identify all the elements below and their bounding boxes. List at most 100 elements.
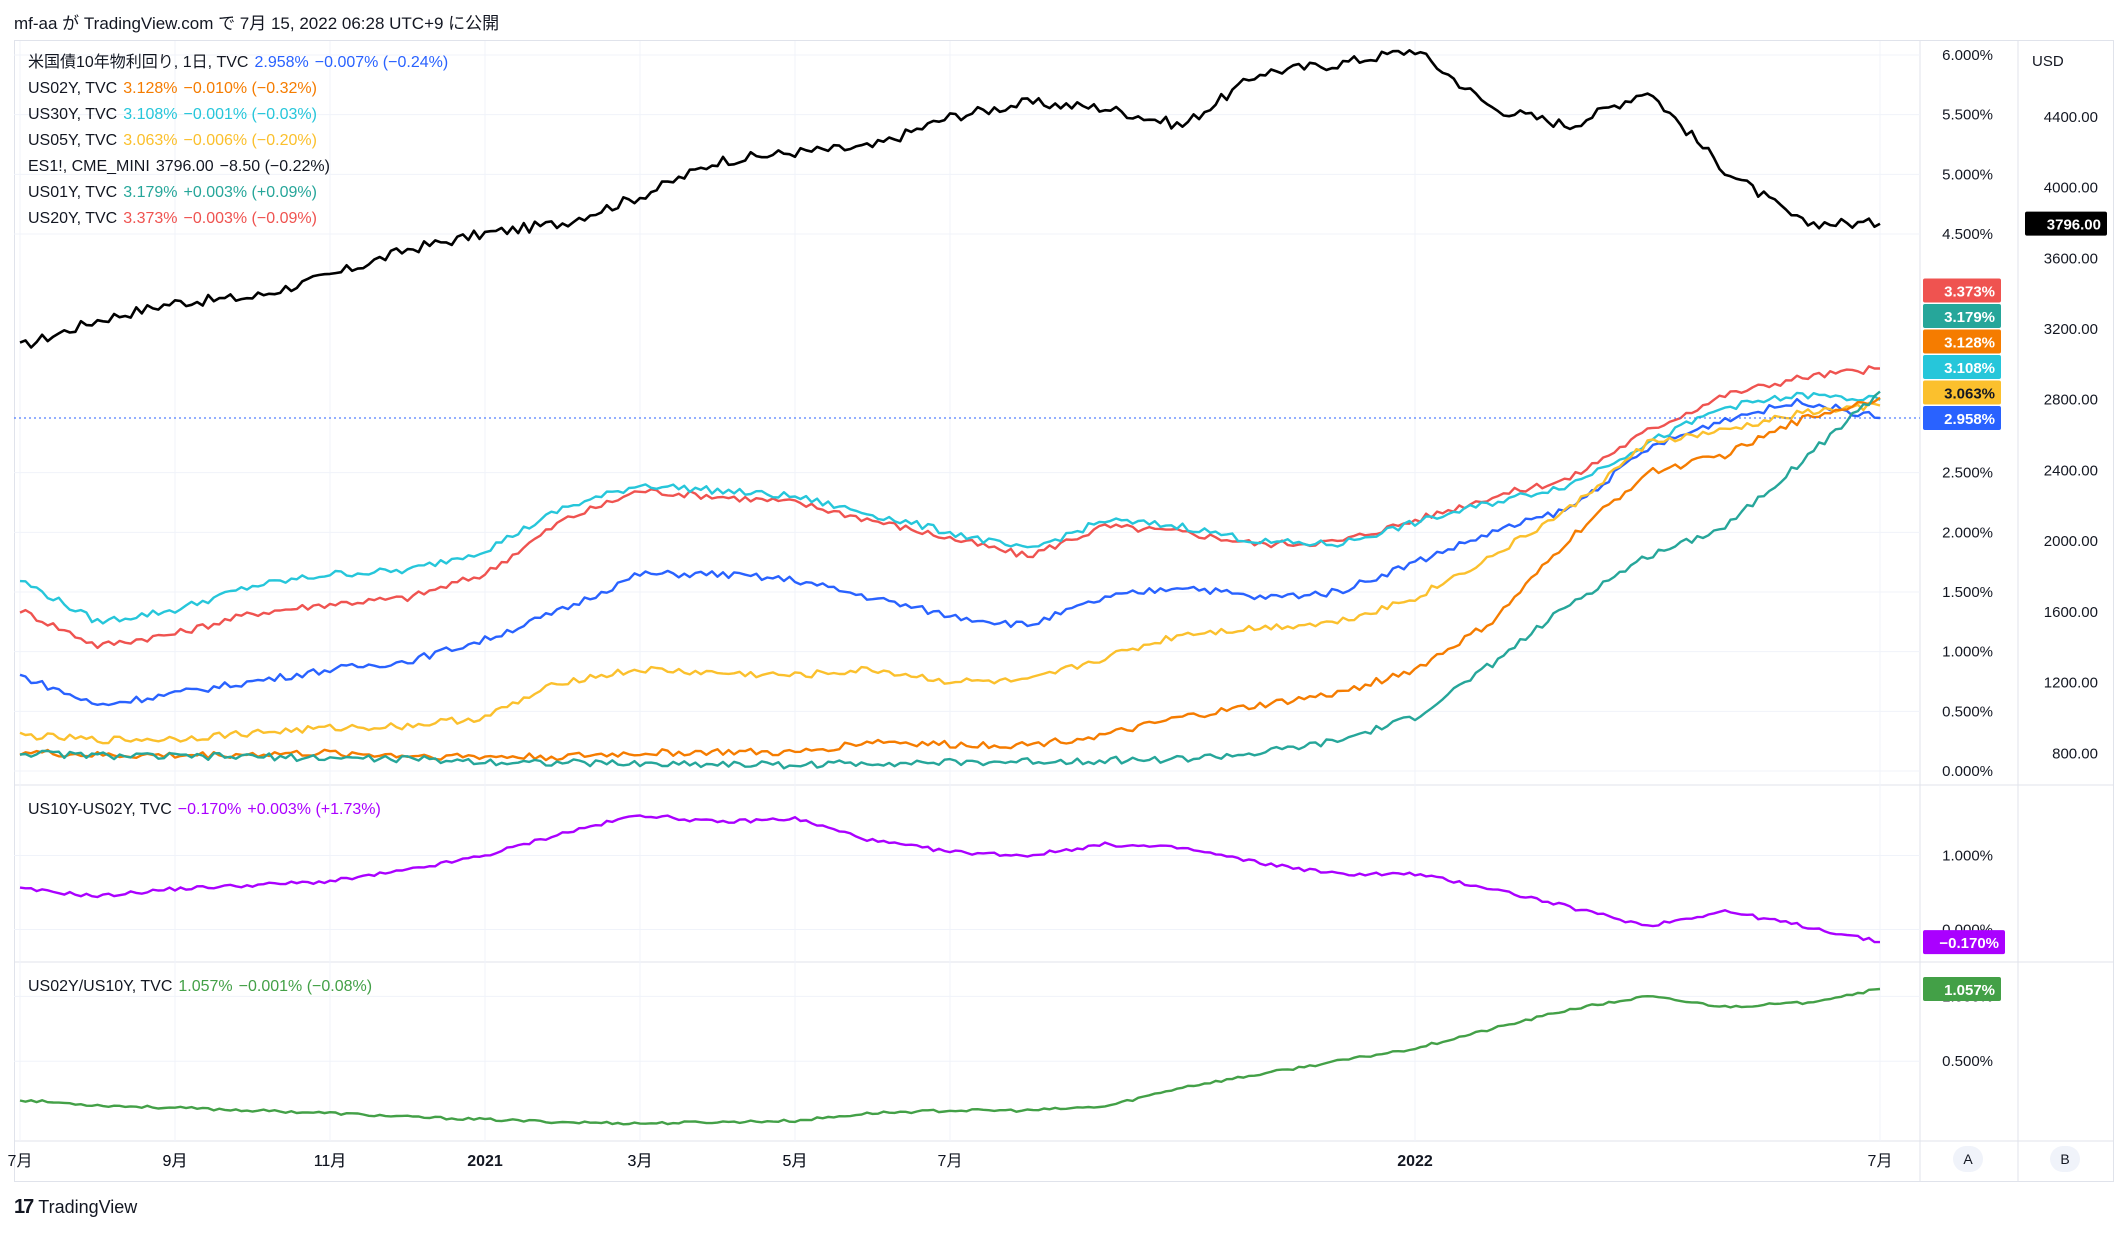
price-tick-label: 1.000%: [1942, 644, 1993, 661]
badge-bg: [1923, 355, 2001, 380]
badge-text: 3.373%: [1944, 284, 1995, 301]
badge-bg: [1923, 329, 2001, 354]
series-line: [19, 401, 1881, 745]
time-tick-label: 5月: [783, 1153, 808, 1170]
series-line: [19, 365, 1880, 650]
chart-frame: [14, 40, 2114, 1182]
publish-info: mf-aa が TradingView.com で 7月 15, 2022 06…: [14, 14, 500, 33]
badge-bg: [1923, 380, 2001, 405]
legend-series-name: US30Y, TVC: [28, 106, 118, 123]
badge-text: 1.057%: [1944, 982, 1995, 999]
badge-text: 3.128%: [1944, 335, 1995, 352]
usd-tick-label: 800.00: [2052, 745, 2098, 762]
series-line: [19, 987, 1881, 1126]
legend-series-value: 2.958%: [254, 54, 309, 71]
badge-bg: [1923, 977, 2001, 1002]
price-tick-label: 2.500%: [1942, 465, 1993, 482]
badge-bg: [1923, 278, 2001, 303]
price-tick-label: 5.000%: [1942, 166, 1993, 183]
last-value-badge: 3.179%: [1923, 304, 2001, 329]
time-tick-label: 11月: [314, 1153, 347, 1170]
series-line: [19, 49, 1881, 349]
badge-text: 3.063%: [1944, 386, 1995, 403]
legend-row[interactable]: US05Y, TVC 3.063% −0.006% (−0.20%): [28, 131, 323, 151]
tradingview-logo-icon: 17: [14, 1196, 34, 1218]
badge-bg: [2025, 211, 2107, 236]
last-value-badge: 2.958%: [1923, 406, 2001, 431]
time-tick-label: 7月: [938, 1153, 963, 1170]
legend-series-value: 3796.00: [155, 158, 214, 175]
legend-series-name: ES1!, CME_MINI: [28, 158, 150, 175]
legend-series-value: 3.063%: [123, 132, 178, 149]
legend-series-change: −0.006% (−0.20%): [183, 132, 317, 149]
price-tick-label: 1.500%: [1942, 584, 1993, 601]
legend-row[interactable]: US30Y, TVC 3.108% −0.001% (−0.03%): [28, 105, 323, 125]
price-tick-label: 4.500%: [1942, 226, 1993, 243]
time-tick-label: 3月: [628, 1153, 653, 1170]
last-value-badge: 3.128%: [1923, 329, 2001, 354]
badge-text: 3.179%: [1944, 309, 1995, 326]
legend-row[interactable]: US20Y, TVC 3.373% −0.003% (−0.09%): [28, 209, 323, 229]
usd-tick-label: 3600.00: [2044, 250, 2098, 267]
series-line: [19, 396, 1881, 762]
last-value-badge: −0.170%: [1923, 930, 2005, 955]
usd-tick-label: 1600.00: [2044, 604, 2098, 621]
legend-row[interactable]: ES1!, CME_MINI 3796.00 −8.50 (−0.22%): [28, 157, 336, 177]
usd-tick-label: 4000.00: [2044, 180, 2098, 197]
series-line: [19, 814, 1880, 944]
badge-text: 3.108%: [1944, 360, 1995, 377]
last-value-badge: 3.063%: [1923, 380, 2001, 405]
legend-series-change: −0.007% (−0.24%): [314, 54, 449, 71]
price-tick-label: 0.500%: [1942, 703, 1993, 720]
legend-series-change: +0.003% (+0.09%): [183, 184, 317, 201]
time-tick-label: 3月: [628, 1153, 653, 1170]
legend-series-value: 3.128%: [123, 80, 178, 97]
time-tick-label: 5月: [783, 1153, 808, 1170]
legend-series-change: −8.50 (−0.22%): [219, 158, 330, 175]
legend-row[interactable]: US02Y, TVC 3.128% −0.010% (−0.32%): [28, 79, 323, 99]
series-line: [19, 390, 1881, 770]
badge-bg: [1923, 930, 2005, 955]
badge-text: 2.958%: [1944, 411, 1995, 428]
badge-text: 3796.00: [2047, 217, 2101, 234]
badge-bg: [1923, 304, 2001, 329]
series-line: [19, 391, 1881, 625]
price-tick-label: 0.500%: [1942, 1053, 1993, 1070]
log-scale-button[interactable]: B: [2050, 1146, 2080, 1172]
badge-bg: [1923, 406, 2001, 431]
last-value-badge: 3.108%: [1923, 355, 2001, 380]
legend-series-name: US20Y, TVC: [28, 210, 118, 227]
price-tick-label: 0.000%: [1942, 763, 1993, 780]
legend-series-value: −0.170%: [177, 801, 242, 818]
legend-series-name: 米国債10年物利回り, 1日, TVC: [28, 54, 249, 71]
legend-series-change: −0.010% (−0.32%): [183, 80, 317, 97]
time-tick-label: 9月: [163, 1153, 188, 1170]
legend-series-value: 3.373%: [123, 210, 178, 227]
legend-row[interactable]: 米国債10年物利回り, 1日, TVC 2.958% −0.007% (−0.24%…: [28, 53, 454, 73]
usd-unit-label: USD: [2032, 53, 2064, 70]
legend-series-change: −0.001% (−0.03%): [183, 106, 317, 123]
usd-tick-label: 3200.00: [2044, 321, 2098, 338]
price-tick-label: 2.000%: [1942, 524, 1993, 541]
last-value-badge: 3.373%: [1923, 278, 2001, 303]
legend-series-change: −0.001% (−0.08%): [238, 978, 373, 995]
legend-series-name: US02Y, TVC: [28, 80, 118, 97]
legend-series-name: US10Y-US02Y, TVC: [28, 801, 172, 818]
price-tick-label: 1.000%: [1942, 848, 1993, 865]
time-tick-label: 9月: [163, 1153, 188, 1170]
auto-scale-button[interactable]: A: [1953, 1146, 1983, 1172]
last-value-badge: 3796.00: [2025, 211, 2107, 236]
legend-series-value: 3.179%: [123, 184, 178, 201]
legend-series-name: US05Y, TVC: [28, 132, 118, 149]
legend-row[interactable]: US01Y, TVC 3.179% +0.003% (+0.09%): [28, 183, 323, 203]
legend-series-change: +0.003% (+1.73%): [247, 801, 381, 818]
legend-ratio: US02Y/US10Y, TVC 1.057% −0.001% (−0.08%): [28, 977, 378, 997]
badge-text: −0.170%: [1939, 935, 1999, 952]
price-tick-label: 5.500%: [1942, 107, 1993, 124]
legend-spread: US10Y-US02Y, TVC −0.170% +0.003% (+1.73%): [28, 800, 387, 820]
usd-tick-label: 2800.00: [2044, 392, 2098, 409]
price-tick-label: 6.000%: [1942, 47, 1993, 64]
footer-brand[interactable]: 17 TradingView: [14, 1196, 137, 1219]
legend-series-name: US02Y/US10Y, TVC: [28, 978, 173, 995]
